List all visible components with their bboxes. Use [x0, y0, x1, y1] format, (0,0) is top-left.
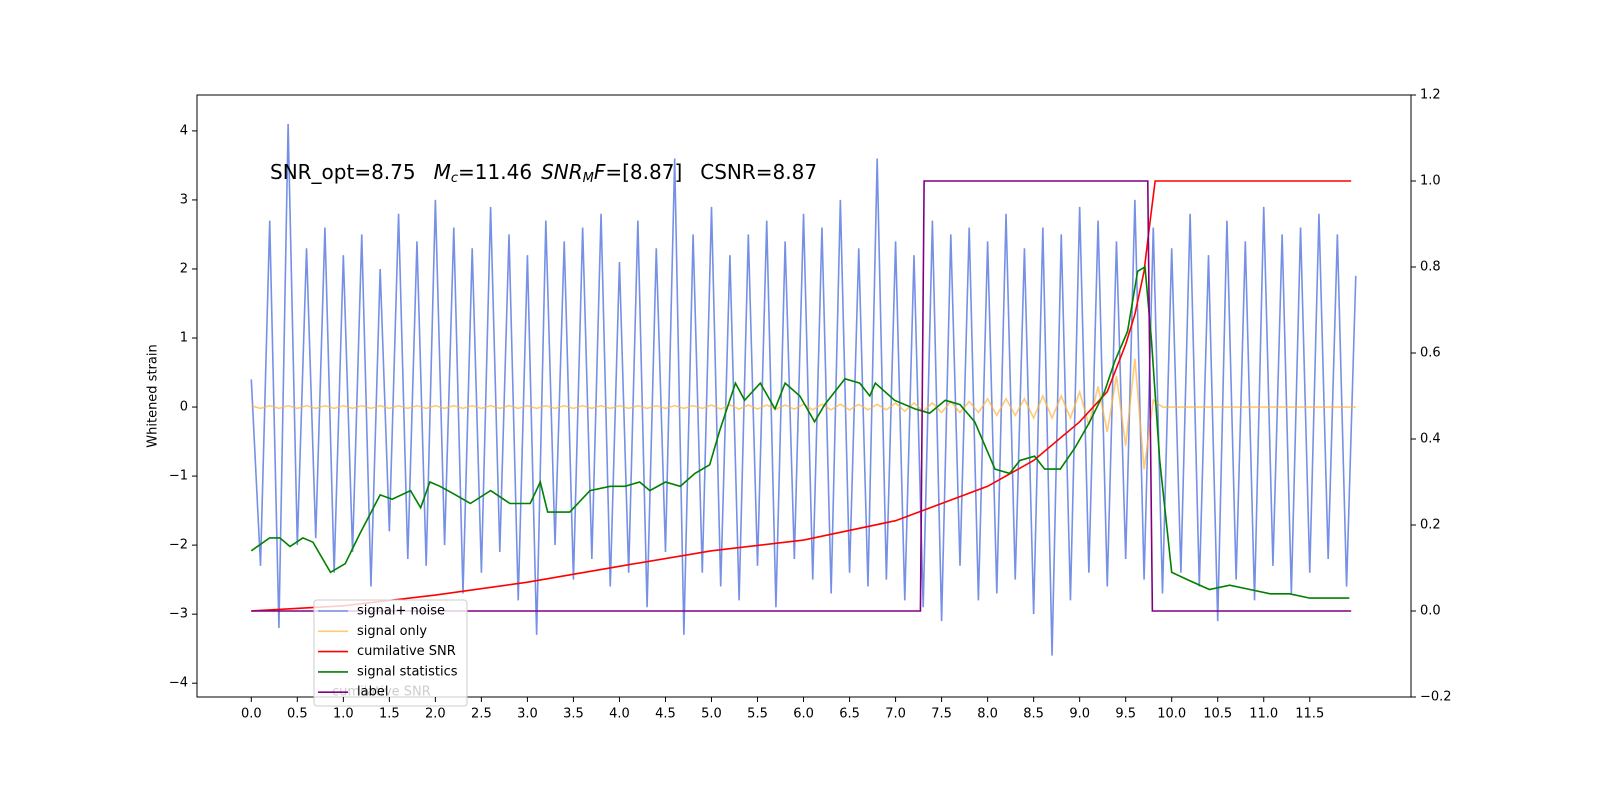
x-tick-label: 4.0	[609, 707, 630, 722]
x-tick-label: 6.5	[839, 707, 860, 722]
legend-label: cumilative SNR	[357, 644, 456, 659]
x-tick-label: 5.0	[701, 707, 722, 722]
legend-label: signal+ noise	[357, 604, 445, 619]
series-line	[251, 180, 1352, 612]
x-tick-label: 8.0	[977, 707, 998, 722]
x-tick-label: 0.5	[287, 707, 308, 722]
annotation-part: CSNR=8.87	[700, 160, 817, 184]
annotation-part: =[8.87]	[605, 160, 682, 184]
y-axis-label: Whitened strain	[146, 344, 161, 447]
y2-tick-label: 0.6	[1420, 346, 1441, 361]
x-tick-label: 4.5	[655, 707, 676, 722]
y2-tick-label: 0.4	[1420, 432, 1441, 447]
annotation-part: M	[434, 160, 451, 184]
series-line	[251, 180, 1352, 612]
x-tick-label: 1.0	[333, 707, 354, 722]
legend-label: signal only	[357, 624, 427, 639]
x-tick-label: 3.5	[563, 707, 584, 722]
series-line	[250, 265, 1350, 599]
y-tick-label: −4	[169, 676, 188, 691]
x-tick-label: 2.5	[471, 707, 492, 722]
y2-tick-label: 1.2	[1420, 88, 1441, 103]
x-tick-label: 7.5	[931, 707, 952, 722]
y2-tick-label: 0.8	[1420, 260, 1441, 275]
y-tick-label: −3	[169, 607, 188, 622]
series-line	[251, 358, 1356, 470]
y-tick-label: 3	[180, 192, 188, 207]
x-tick-label: 6.0	[793, 707, 814, 722]
x-tick-label: 1.5	[379, 707, 400, 722]
y-tick-label: 4	[180, 123, 188, 138]
x-tick-label: 0.0	[241, 707, 262, 722]
y2-tick-label: 1.0	[1420, 174, 1441, 189]
annotation-part: SNR_opt=8.75	[270, 160, 416, 184]
series-line	[250, 123, 1357, 656]
annotation-part: =11.46	[458, 160, 532, 184]
annotation: SNR_opt=8.75 Mc=11.46 SNRMF=[8.87] CSNR=8.8…	[270, 160, 817, 186]
x-tick-label: 8.5	[1023, 707, 1044, 722]
x-tick-label: 11.5	[1295, 707, 1324, 722]
y-tick-label: −1	[169, 469, 188, 484]
x-tick-label: 2.0	[425, 707, 446, 722]
x-tick-label: 9.5	[1115, 707, 1136, 722]
plot-area	[250, 123, 1357, 656]
x-tick-label: 10.0	[1157, 707, 1186, 722]
legend-label: signal statistics	[357, 664, 458, 679]
legend-box	[313, 599, 468, 707]
x-tick-label: 11.0	[1249, 707, 1278, 722]
annotation-part: M	[583, 171, 594, 186]
y2-tick-label: −0.2	[1420, 690, 1452, 705]
y-tick-label: −2	[169, 538, 188, 553]
y2-tick-label: 0.2	[1420, 518, 1441, 533]
y-tick-label: 2	[180, 261, 188, 276]
x-tick-label: 10.5	[1203, 707, 1232, 722]
legend-label: label	[357, 685, 388, 700]
y-tick-label: 1	[180, 331, 188, 346]
x-tick-label: 5.5	[747, 707, 768, 722]
x-tick-label: 9.0	[1069, 707, 1090, 722]
annotation-part: SNR	[541, 160, 583, 184]
y-tick-label: 0	[180, 400, 188, 415]
annotation-part: F	[594, 160, 606, 184]
x-tick-label: 3.0	[517, 707, 538, 722]
annotation-part: c	[451, 171, 458, 186]
x-tick-label: 7.0	[885, 707, 906, 722]
y2-tick-label: 0.0	[1420, 604, 1441, 619]
